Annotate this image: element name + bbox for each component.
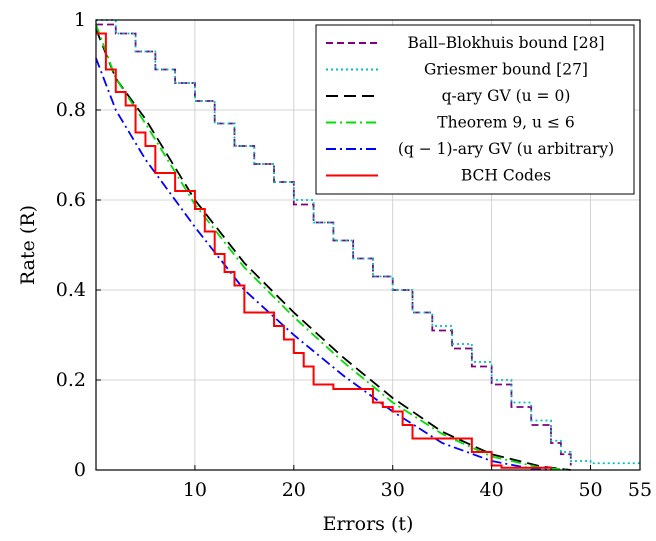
legend-label: Ball–Blokhuis bound [28] (407, 34, 604, 52)
legend-label: BCH Codes (461, 167, 551, 185)
legend-label: (q − 1)-ary GV (u arbitrary) (398, 140, 614, 158)
tick-labels: 10 20 30 40 50 55 0 0.2 0.4 0.6 0.8 1 (56, 9, 652, 501)
y-tick-label: 0 (74, 459, 86, 481)
y-tick-label: 0.2 (56, 369, 86, 391)
series-line-theorem-9-u-6 (95, 24, 571, 471)
y-tick-label: 0.4 (56, 279, 86, 301)
legend-label: q-ary GV (u = 0) (442, 87, 571, 105)
series-line-ball-blokhuis-bound-28 (96, 23, 572, 466)
x-tick-label: 50 (578, 479, 602, 501)
series-line-bch-codes (96, 32, 552, 470)
series-line-griesmer-bound-27 (96, 19, 641, 466)
x-tick-label: 10 (183, 479, 207, 501)
x-tick-label: 30 (381, 479, 405, 501)
y-tick-label: 0.6 (56, 189, 86, 211)
series-layer (95, 19, 641, 471)
legend-label: Theorem 9, u ≤ 6 (437, 114, 574, 132)
plot-frame (95, 19, 641, 471)
y-tick-label: 1 (74, 9, 86, 31)
legend: Ball–Blokhuis bound [28] Griesmer bound [… (315, 24, 635, 195)
x-tick-label: 55 (628, 479, 652, 501)
series-line-q-1-ary-gv-u-arbitrary (95, 57, 552, 471)
x-tick-label: 20 (282, 479, 306, 501)
legend-label: Griesmer bound [27] (424, 61, 588, 79)
legend-items: Ball–Blokhuis bound [28] Griesmer bound [… (326, 34, 614, 185)
series-line-q-ary-gv-u-0 (95, 28, 571, 471)
y-tick-label: 0.8 (56, 99, 86, 121)
x-tick-label: 40 (480, 479, 504, 501)
y-axis-label: Rate (R) (17, 205, 39, 285)
legend-box (315, 24, 635, 195)
x-axis-label: Errors (t) (323, 513, 414, 535)
